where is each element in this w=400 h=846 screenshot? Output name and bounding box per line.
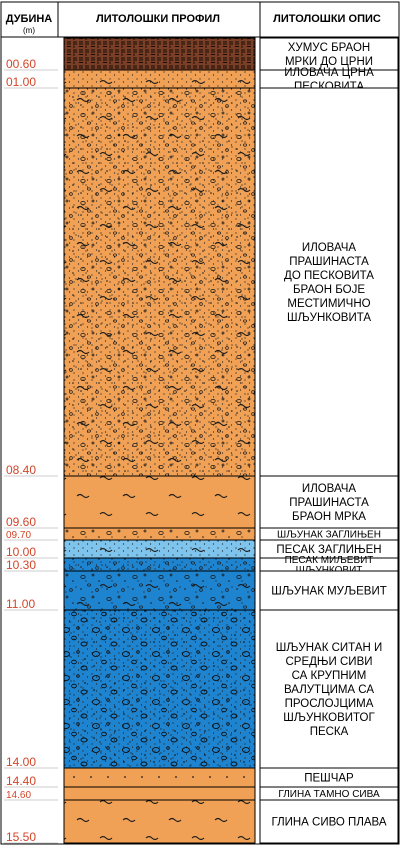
description-text: ВАЛУТЦИМА СА (284, 684, 374, 696)
description-text: ШЉУНКОВИТОГ (283, 712, 375, 724)
depth-label: 15.50 (6, 830, 36, 844)
depth-label: 14.40 (6, 774, 36, 788)
depth-unit: (m) (23, 26, 35, 35)
description-text: ПЕШЧАР (304, 773, 354, 785)
description-text: БРАОН БОЈЕ (293, 284, 365, 296)
layer-outline-12 (63, 799, 256, 844)
description-text: ПРАШИНАСТА (289, 497, 369, 509)
description-text: ДО ПЕСКОВИТА (284, 270, 374, 282)
layer-pattern-8-2 (64, 571, 255, 610)
layers-group: ХУМУС БРАОН МРКИ ДО ЦРНИ 00.60 ИЛОВАЧА ЦРНА… (4, 37, 399, 844)
depth-label: 08.40 (6, 463, 36, 477)
description-text: ПРОСЛОЈЦИМА (285, 698, 374, 710)
layer-pattern-12-1 (64, 800, 255, 843)
layer-pattern-1-1 (64, 38, 255, 70)
description-cell-9 (259, 609, 399, 769)
description-text: ГЛИНА СИВО ПЛАВА (271, 817, 386, 829)
depth-label: 09.70 (6, 530, 31, 541)
description-cell-3 (259, 87, 399, 477)
layer-pattern-9-2 (64, 610, 255, 768)
layer-pattern-6-2 (64, 540, 255, 558)
depth-label: 14.00 (6, 755, 36, 769)
layer-pattern-11-1 (64, 787, 255, 800)
description-text: СРЕДЊИ СИВИ (285, 656, 372, 668)
description-text: ПРАШИНАСТА (289, 256, 369, 268)
description-text: ШЉУНАК ЗАГЛИЊЕН (277, 530, 381, 541)
description-text: ПЕСАК МИЉЕВИТ (285, 555, 374, 566)
layer-pattern-4-1 (64, 476, 255, 528)
description-text: МЕСТИМИЧНО (287, 298, 370, 310)
description-text: ШЉУНКОВИТА (287, 312, 371, 324)
layer-pattern-3-3 (64, 88, 255, 476)
depth-label: 14.60 (6, 790, 31, 801)
depth-label: 01.00 (6, 75, 36, 89)
layer-pattern-5-1 (64, 528, 255, 540)
description-header: ЛИТОЛОШКИ ОПИС (273, 13, 381, 25)
description-cell-4 (259, 475, 399, 529)
description-text: МРКИ ДО ЦРНИ (285, 56, 373, 68)
depth-label: 10.30 (6, 558, 36, 572)
depth-label: 09.60 (6, 515, 36, 529)
depth-header: ДУБИНА (6, 13, 53, 25)
depth-label: 10.00 (6, 545, 36, 559)
profile-header: ЛИТОЛОШКИ ПРОФИЛ (96, 13, 220, 25)
description-text: ХУМУС БРАОН (288, 42, 370, 54)
description-text: ИЛОВАЧА (302, 483, 356, 495)
description-text: СА КРУПНИМ (292, 670, 367, 682)
description-cell-1 (259, 37, 399, 71)
description-text: ИЛОВАЧА (302, 242, 356, 254)
description-text: ИЛОВАЧА ЦРНА (284, 67, 374, 79)
description-cell-8 (259, 570, 399, 611)
description-text: ПЕСАК ЗАГЛИЊЕН (276, 544, 381, 556)
layer-pattern-10-1 (64, 768, 255, 787)
description-text: ПЕСКА (310, 726, 349, 738)
description-text: ШЉУНАК СИТАН И (276, 642, 383, 654)
layer-pattern-7-2 (64, 558, 255, 571)
description-cell-12 (259, 799, 399, 844)
depth-label: 11.00 (6, 597, 35, 611)
depth-label: 00.60 (6, 57, 36, 71)
layer-pattern-2-2 (64, 70, 255, 88)
description-text: ШЉУНАК МУЉЕВИТ (271, 586, 387, 598)
description-text: ГЛИНА ТАМНО СИВА (278, 789, 380, 800)
description-text: БРАОН МРКА (292, 511, 366, 523)
